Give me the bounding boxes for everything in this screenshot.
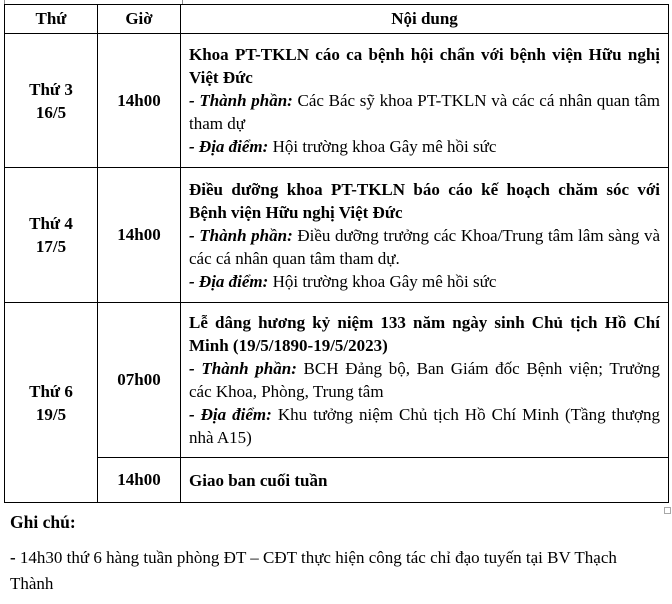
- event-participants: - Thành phần: Điều dưỡng trưởng các Khoa…: [189, 224, 660, 270]
- day-name: Thứ 4: [29, 214, 73, 233]
- day-date: 16/5: [35, 102, 67, 122]
- participants-label: - Thành phần:: [189, 359, 297, 378]
- event-location: - Địa điểm: Khu tưởng niệm Chủ tịch Hồ C…: [189, 403, 660, 449]
- participants-label: - Thành phần:: [189, 91, 293, 110]
- location-text: Khu tưởng niệm Chủ tịch Hồ Chí Minh (Tần…: [189, 405, 660, 447]
- content-cell-fri-morning: Lễ dâng hương kỷ niệm 133 năm ngày sinh …: [180, 302, 669, 458]
- table-row-fri-afternoon: 14h00 Giao ban cuối tuần: [5, 457, 669, 503]
- event-location: - Địa điểm: Hội trường khoa Gây mê hồi s…: [189, 135, 660, 158]
- participants-label: - Thành phần:: [189, 225, 293, 245]
- table-row-tue: Thứ 3 16/5 14h00 Khoa PT-TKLN cáo ca bện…: [4, 33, 669, 168]
- day-cell-wed: Thứ 4 17/5: [4, 167, 98, 303]
- header-content: Nội dung: [180, 4, 669, 34]
- header-day: Thứ: [4, 4, 98, 34]
- content-cell-tue: Khoa PT-TKLN cáo ca bệnh hội chẩn với bệ…: [180, 33, 669, 168]
- participants-text: Các Bác sỹ khoa PT-TKLN và các cá nhân q…: [189, 91, 661, 133]
- event-title: Giao ban cuối tuần: [189, 470, 328, 490]
- day-cell-tue: Thứ 3 16/5: [4, 33, 98, 168]
- cutoff-gridline-left: [4, 0, 5, 4]
- day-date: 17/5: [35, 237, 67, 256]
- content-cell-fri-afternoon: Giao ban cuối tuần: [180, 457, 669, 503]
- participants-text: BCH Đảng bộ, Ban Giám đốc Bệnh viện; Trư…: [189, 359, 660, 401]
- participants-text: Điều dưỡng trưởng các Khoa/Trung tâm lâm…: [189, 225, 661, 268]
- table-resize-handle[interactable]: [664, 507, 671, 514]
- time-cell: 14h00: [97, 167, 181, 303]
- table-header-row: Thứ Giờ Nội dung: [4, 4, 669, 34]
- notes-heading: Ghi chú:: [10, 512, 76, 532]
- weekly-schedule-table: Thứ Giờ Nội dung Thứ 3 16/5 14h00 Khoa P…: [4, 4, 669, 503]
- event-title: Khoa PT-TKLN cáo ca bệnh hội chẩn với bệ…: [189, 45, 660, 87]
- table-row-fri-morning: Thứ 6 19/5 07h00 Lễ dâng hương kỷ niệm 1…: [4, 302, 669, 503]
- day-name: Thứ 3: [29, 79, 73, 99]
- location-label: - Địa điểm:: [189, 405, 272, 424]
- note-bullet: -: [10, 548, 16, 567]
- location-text: Hội trường khoa Gây mê hồi sức: [272, 137, 497, 156]
- notes-section: Ghi chú: - 14h30 thứ 6 hàng tuần phòng Đ…: [10, 510, 640, 597]
- event-title: Điều dưỡng khoa PT-TKLN báo cáo kế hoạch…: [189, 179, 660, 222]
- header-time: Giờ: [97, 4, 181, 34]
- cutoff-gridline-middle: [182, 0, 183, 4]
- event-participants: - Thành phần: Các Bác sỹ khoa PT-TKLN và…: [189, 89, 660, 135]
- table-row-wed: Thứ 4 17/5 14h00 Điều dưỡng khoa PT-TKLN…: [4, 167, 669, 303]
- day-date: 19/5: [35, 404, 67, 424]
- location-text: Hội trường khoa Gây mê hồi sức: [272, 271, 497, 291]
- note-text: 14h30 thứ 6 hàng tuần phòng ĐT – CĐT thự…: [10, 548, 617, 593]
- event-participants: - Thành phần: BCH Đảng bộ, Ban Giám đốc …: [189, 357, 660, 403]
- time-cell: 14h00: [97, 457, 181, 503]
- day-cell-fri: Thứ 6 19/5: [4, 302, 98, 503]
- note-item: - 14h30 thứ 6 hàng tuần phòng ĐT – CĐT t…: [10, 545, 618, 597]
- time-cell: 14h00: [97, 33, 181, 168]
- location-label: - Địa điểm:: [189, 271, 269, 291]
- day-name: Thứ 6: [29, 381, 73, 401]
- content-cell-wed: Điều dưỡng khoa PT-TKLN báo cáo kế hoạch…: [180, 167, 669, 303]
- event-location: - Địa điểm: Hội trường khoa Gây mê hồi s…: [189, 270, 660, 293]
- event-title: Lễ dâng hương kỷ niệm 133 năm ngày sinh …: [189, 313, 660, 355]
- time-cell: 07h00: [97, 302, 181, 458]
- location-label: - Địa điểm:: [189, 137, 269, 156]
